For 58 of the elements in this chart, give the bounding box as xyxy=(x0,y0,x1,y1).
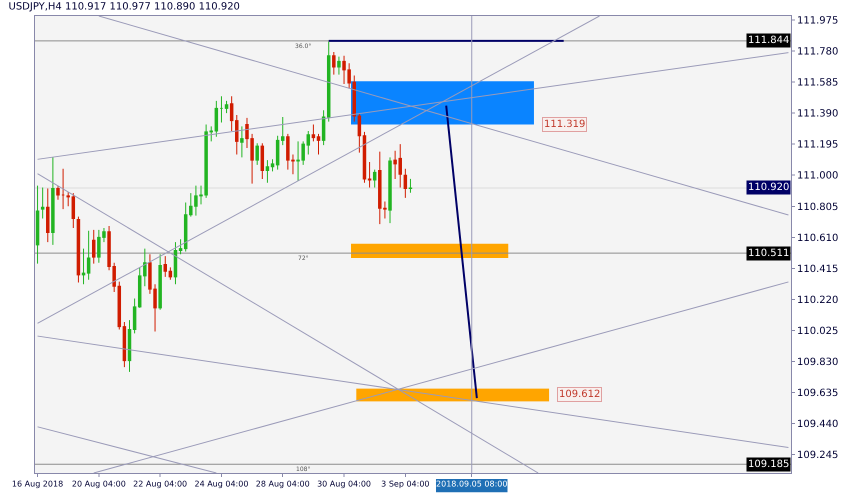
candlestick xyxy=(153,284,157,332)
y-tick-label: 111.195 xyxy=(797,140,838,151)
y-tick-label: 109.635 xyxy=(797,388,838,400)
candlestick xyxy=(36,185,40,264)
band-label: 111.319 xyxy=(544,119,586,130)
y-tick-label: 111.780 xyxy=(797,46,838,58)
y-tick-label: 111.585 xyxy=(797,78,838,89)
candlestick xyxy=(220,96,224,124)
candlestick xyxy=(174,242,178,285)
candlestick xyxy=(332,51,336,76)
y-tick-label: 110.025 xyxy=(797,326,838,337)
y-tick-label: 109.830 xyxy=(797,357,838,368)
candlestick xyxy=(224,100,228,114)
candlestick xyxy=(40,186,44,220)
candlestick xyxy=(51,156,55,246)
x-tick-label: 2018.09.05 08:00 xyxy=(436,480,508,489)
y-tick-label: 109.245 xyxy=(797,450,838,462)
candlestick xyxy=(76,216,80,284)
candlestick xyxy=(250,133,254,184)
x-tick-label: 22 Aug 04:00 xyxy=(133,480,188,489)
band-label: 109.612 xyxy=(559,389,600,400)
y-tick-label: 111.390 xyxy=(797,108,838,120)
chart-title: USDJPY,H4 110.917 110.977 110.890 110.920 xyxy=(8,2,240,13)
candlestick xyxy=(266,160,270,184)
candlestick xyxy=(148,254,152,294)
x-tick-label: 30 Aug 04:00 xyxy=(317,480,372,489)
candlestick xyxy=(260,142,264,180)
candlestick xyxy=(56,185,60,200)
candlestick xyxy=(240,126,244,158)
candlestick xyxy=(255,142,259,166)
candlestick xyxy=(312,124,316,142)
x-tick-label: 28 Aug 04:00 xyxy=(256,480,310,489)
y-tick-label: 110.805 xyxy=(797,202,838,213)
y-tick-label: 109.440 xyxy=(797,419,838,430)
ref-line-label: 111.844 xyxy=(748,35,790,46)
candlestick xyxy=(372,169,376,188)
x-tick-label: 16 Aug 2018 xyxy=(12,480,64,489)
y-tick-label: 111.000 xyxy=(797,170,838,182)
candlestick xyxy=(92,229,96,264)
y-tick-label: 110.415 xyxy=(797,264,838,275)
candlestick xyxy=(61,168,65,210)
ref-line-label: 110.511 xyxy=(748,248,790,259)
candlestick xyxy=(388,156,392,224)
ref-line-label: 110.920 xyxy=(748,182,790,193)
candlestick xyxy=(245,117,249,148)
candlestick xyxy=(368,162,372,188)
x-tick-label: 20 Aug 04:00 xyxy=(72,480,126,489)
x-tick-label: 3 Sep 04:00 xyxy=(381,480,430,489)
ref-line-label: 109.185 xyxy=(748,459,790,470)
y-tick-label: 110.610 xyxy=(797,232,838,244)
y-tick-label: 111.975 xyxy=(797,15,838,26)
x-tick-label: 24 Aug 04:00 xyxy=(194,480,248,489)
y-tick-label: 110.220 xyxy=(797,294,838,306)
candlestick xyxy=(46,188,50,243)
candlestick xyxy=(408,178,412,194)
candlestick xyxy=(337,56,341,76)
candlestick xyxy=(158,254,162,310)
candlestick xyxy=(316,133,320,156)
